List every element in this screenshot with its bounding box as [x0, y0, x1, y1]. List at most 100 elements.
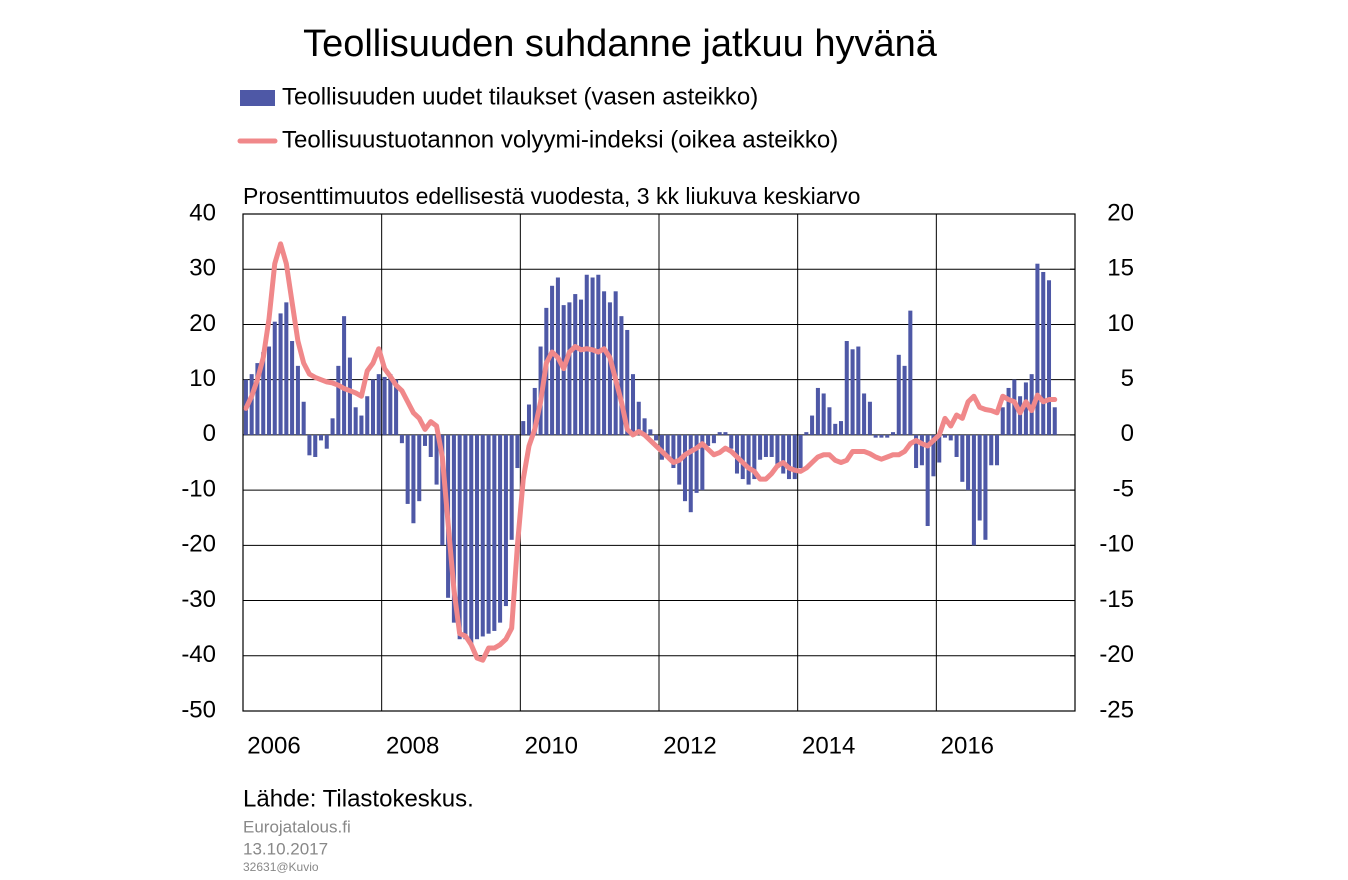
y-tick-label: 0 [203, 420, 216, 447]
bar [498, 434, 503, 623]
bar [856, 346, 861, 435]
bar [503, 434, 508, 607]
y2-tick-label: 15 [1107, 255, 1134, 282]
bar [613, 291, 618, 435]
bar [336, 365, 341, 435]
bar [284, 302, 289, 435]
bar [700, 434, 705, 491]
bar [255, 363, 260, 435]
bar [428, 434, 433, 457]
bar [879, 434, 884, 438]
bar [295, 365, 300, 435]
bar [578, 299, 584, 435]
bar [914, 434, 919, 469]
bar [1041, 271, 1046, 435]
bar [648, 429, 653, 435]
bar [960, 434, 965, 482]
bar [850, 349, 855, 435]
bar [607, 302, 612, 435]
bar [590, 277, 595, 435]
bar [301, 401, 306, 435]
bar [937, 434, 942, 463]
y-tick-label: 20 [189, 310, 216, 337]
bar [931, 434, 936, 477]
bar [1000, 407, 1005, 435]
bar [266, 346, 272, 435]
bar [422, 434, 428, 446]
bar [434, 434, 439, 485]
bar [659, 434, 664, 460]
bar [642, 418, 647, 435]
bar [474, 434, 480, 640]
bar [966, 434, 971, 491]
bar [1023, 382, 1028, 435]
chart-subtitle: Prosenttimuutos edellisestä vuodesta, 3 … [243, 183, 860, 209]
line [243, 241, 1058, 663]
bar [417, 434, 422, 502]
x-tick-label: 2008 [386, 732, 439, 759]
bar [440, 434, 445, 546]
bar [457, 434, 462, 640]
y2-tick-label: 5 [1121, 365, 1134, 392]
plot-frame [242, 213, 1076, 712]
bar [798, 434, 803, 469]
y-tick-label: -50 [181, 696, 216, 723]
note: 13.10.2017 [243, 839, 328, 858]
y-tick-label: 10 [189, 365, 216, 392]
x-tick-label: 2012 [663, 732, 716, 759]
bar [775, 434, 780, 469]
bar [509, 434, 514, 540]
bar [1052, 407, 1057, 435]
bar [399, 434, 404, 444]
bar [723, 432, 728, 435]
bar [365, 396, 370, 435]
bar [717, 432, 722, 435]
bar [521, 421, 526, 435]
bar [989, 434, 994, 466]
y2-tick-label: -5 [1113, 475, 1134, 502]
bar [596, 274, 601, 435]
bar [370, 379, 376, 435]
bar [469, 434, 474, 645]
bar [781, 434, 786, 474]
bar [792, 434, 797, 480]
source: Lähde: Tilastokeskus. [243, 785, 474, 812]
chart-title: Teollisuuden suhdanne jatkuu hyvänä [303, 23, 938, 65]
bar [272, 321, 277, 435]
bar [769, 434, 774, 457]
y-tick-label: -10 [181, 475, 216, 502]
y-tick-label: -30 [181, 586, 216, 613]
bar [983, 434, 988, 540]
bar [382, 376, 387, 435]
y2-tick-label: -10 [1099, 531, 1134, 558]
bar [1006, 387, 1011, 435]
x-tick-label: 2016 [941, 732, 994, 759]
bar [353, 407, 358, 435]
bar [411, 434, 416, 524]
bar [954, 434, 959, 457]
y2-tick-label: -20 [1099, 641, 1134, 668]
bar [405, 434, 410, 504]
bar [908, 310, 913, 435]
bar [313, 434, 318, 457]
bar [833, 423, 838, 435]
bar [602, 291, 607, 435]
bar [394, 379, 399, 435]
bar [746, 434, 751, 485]
note: 32631@Kuvio [243, 860, 319, 874]
bar [463, 434, 468, 640]
bar [896, 354, 901, 435]
bar [1035, 263, 1040, 435]
bar [550, 285, 555, 435]
bar [451, 434, 456, 623]
bar [492, 434, 497, 631]
bar [804, 432, 809, 435]
bar [359, 415, 364, 435]
bar [573, 294, 578, 435]
bar [342, 316, 347, 435]
bar [948, 434, 953, 441]
bar [752, 434, 757, 480]
y2-tick-label: 20 [1107, 199, 1134, 226]
bar [688, 434, 693, 513]
